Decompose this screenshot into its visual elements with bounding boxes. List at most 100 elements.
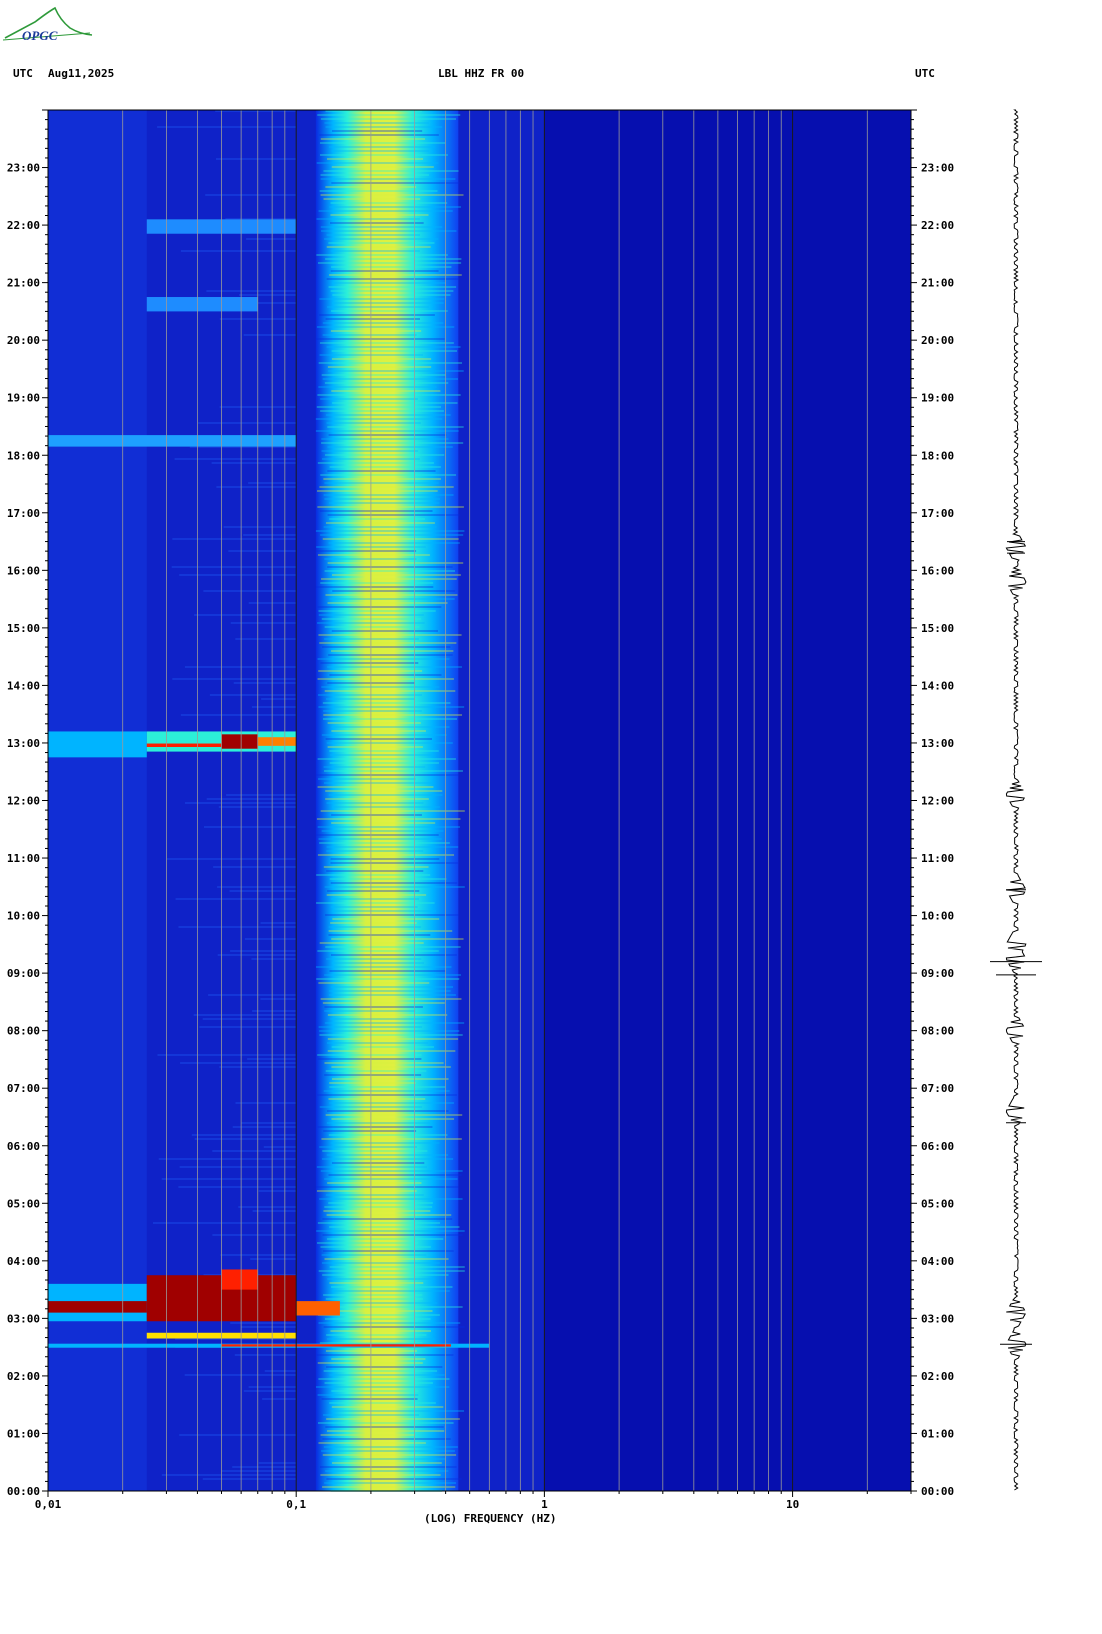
time-stripe — [325, 946, 461, 948]
time-stripe — [318, 210, 453, 212]
time-stripe — [320, 154, 448, 156]
left-time-axis: 00:00 01:00 02:00 03:00 04:00 05:00 06:00 07:00… — [7, 109, 49, 1498]
time-stripe — [324, 690, 456, 692]
time-stripe — [329, 206, 461, 208]
time-stripe — [322, 1454, 457, 1456]
event-1258-edge — [257, 737, 297, 746]
time-stripe-low — [209, 694, 297, 696]
x-tick-label: 1 — [541, 1498, 548, 1511]
time-stripe — [319, 642, 457, 644]
time-stripe-low — [179, 574, 297, 576]
time-stripe — [332, 1462, 442, 1464]
time-stripe — [331, 302, 444, 304]
time-stripe — [331, 1066, 451, 1068]
time-stripe — [327, 566, 453, 568]
time-stripe — [318, 1378, 450, 1380]
time-stripe — [315, 1186, 459, 1188]
time-stripe — [325, 126, 443, 128]
time-stripe — [328, 926, 422, 928]
event-0300-tail — [296, 1301, 340, 1316]
time-stripe-low — [243, 334, 297, 336]
time-stripe — [329, 1082, 416, 1084]
time-stripe — [328, 146, 436, 148]
time-stripe-low — [263, 1146, 297, 1148]
time-stripe — [317, 1242, 419, 1244]
time-stripe — [330, 202, 448, 204]
time-stripe-low — [260, 922, 297, 924]
time-stripe — [331, 130, 423, 132]
right-time-label: 23:00 — [921, 162, 954, 175]
time-stripe — [327, 890, 420, 892]
time-stripe — [326, 1110, 449, 1112]
time-stripe — [325, 414, 451, 416]
time-stripe — [322, 334, 417, 336]
left-time-label: 01:00 — [7, 1427, 40, 1440]
time-stripe — [315, 430, 459, 432]
header-left-utc: UTC — [13, 67, 33, 80]
time-stripe — [331, 182, 460, 184]
time-stripe — [318, 838, 442, 840]
time-stripe-low — [180, 1062, 297, 1064]
time-stripe-low — [184, 1374, 297, 1376]
time-stripe-low — [251, 706, 297, 708]
time-stripe — [325, 1194, 424, 1196]
time-stripe — [326, 246, 431, 248]
time-stripe — [320, 1246, 431, 1248]
time-stripe — [327, 666, 462, 668]
right-time-label: 05:00 — [921, 1197, 954, 1210]
time-stripe — [331, 730, 426, 732]
time-stripe — [328, 542, 460, 544]
time-stripe — [329, 674, 442, 676]
time-stripe — [318, 362, 463, 364]
time-stripe — [319, 342, 454, 344]
time-stripe — [319, 190, 438, 192]
time-stripe — [319, 142, 446, 144]
time-stripe — [317, 1394, 419, 1396]
time-stripe — [323, 1130, 417, 1132]
time-stripe — [320, 1434, 415, 1436]
time-stripe-low — [161, 1474, 297, 1476]
time-stripe — [322, 1438, 451, 1440]
time-stripe — [320, 118, 457, 120]
time-stripe-low — [213, 866, 297, 868]
time-stripe — [324, 1022, 465, 1024]
time-stripe — [321, 1158, 454, 1160]
time-stripe — [317, 606, 442, 608]
time-stripe — [316, 338, 445, 340]
time-stripe — [325, 790, 443, 792]
time-stripe — [330, 270, 439, 272]
right-time-label: 06:00 — [921, 1140, 954, 1153]
time-stripe — [315, 418, 443, 420]
time-stripe — [323, 710, 422, 712]
time-stripe — [326, 346, 461, 348]
time-stripe-low — [184, 666, 297, 668]
time-stripe — [317, 1094, 458, 1096]
time-stripe — [331, 1390, 419, 1392]
time-stripe-low — [189, 446, 297, 448]
time-stripe — [324, 1006, 423, 1008]
time-stripe — [315, 530, 465, 532]
time-stripe — [317, 1222, 440, 1224]
time-stripe-low — [235, 1102, 297, 1104]
time-stripe — [316, 1190, 417, 1192]
time-stripe — [327, 446, 453, 448]
time-stripe — [323, 1294, 423, 1296]
time-stripe — [318, 1442, 426, 1444]
time-stripe — [321, 230, 457, 232]
left-time-label: 23:00 — [7, 162, 40, 175]
time-stripe-low — [243, 534, 297, 536]
time-stripe — [320, 194, 464, 196]
time-stripe — [332, 918, 440, 920]
time-stripe — [327, 366, 432, 368]
time-stripe — [326, 234, 421, 236]
time-stripe — [323, 1326, 465, 1328]
time-stripe-low — [203, 826, 297, 828]
time-stripe — [321, 1138, 462, 1140]
time-stripe — [326, 278, 459, 280]
time-stripe-low — [250, 1258, 297, 1260]
time-stripe — [317, 1422, 454, 1424]
time-stripe — [323, 782, 433, 784]
time-stripe — [319, 1466, 457, 1468]
time-stripe-low — [180, 250, 297, 252]
left-time-label: 21:00 — [7, 277, 40, 290]
